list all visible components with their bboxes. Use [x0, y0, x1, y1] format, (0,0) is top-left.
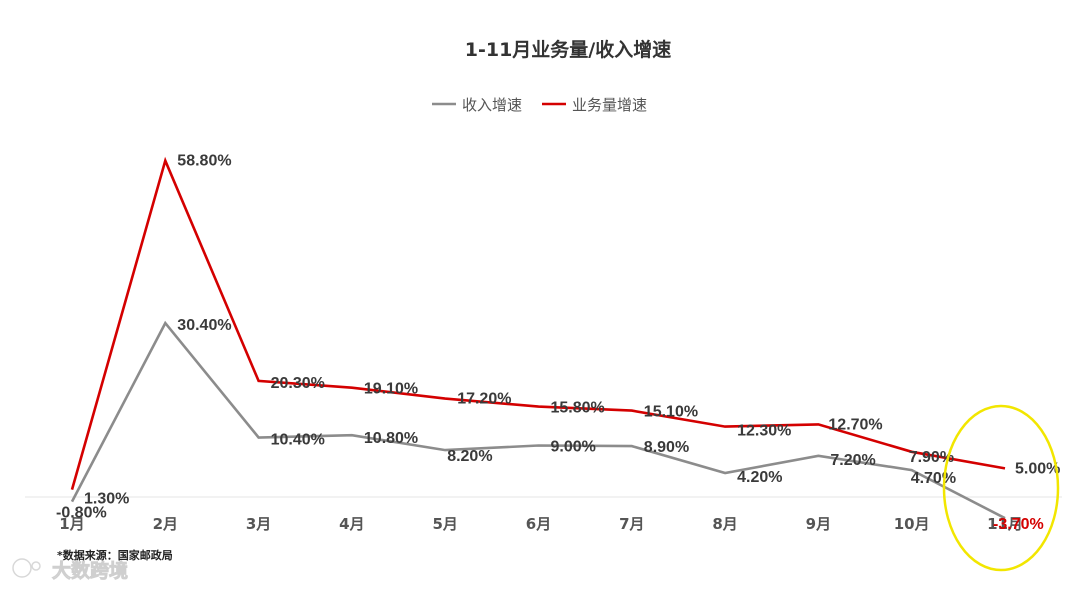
data-label-volume: 7.90%: [909, 449, 954, 466]
x-tick-label: 4月: [339, 515, 364, 533]
x-axis-tick-labels: 1月 2月 3月 4月 5月 6月 7月 8月 9月 10月 11月: [59, 515, 1023, 533]
data-label-volume: 1.30%: [84, 491, 129, 508]
data-label-revenue: 30.40%: [177, 317, 231, 334]
data-label-volume: 5.00%: [1015, 460, 1060, 477]
data-label-volume: 17.20%: [457, 391, 511, 408]
series-line-volume: [70, 156, 1006, 490]
data-label-volume: 12.30%: [737, 423, 791, 440]
data-label-revenue: -0.80%: [56, 505, 107, 522]
data-label-volume: 19.10%: [364, 381, 418, 398]
watermark-logo-icon: [12, 558, 32, 578]
x-tick-label: 2月: [153, 515, 178, 533]
x-tick-label: 6月: [526, 515, 551, 533]
data-label-revenue: 4.70%: [911, 470, 956, 487]
x-tick-label: 1月: [59, 515, 84, 533]
x-tick-label: 8月: [712, 515, 737, 533]
x-tick-label: 3月: [246, 515, 271, 533]
source-note: *数据来源：国家邮政局: [57, 548, 173, 562]
data-label-volume: 15.10%: [644, 404, 698, 421]
data-label-volume: 15.80%: [551, 400, 605, 417]
x-tick-label: 10月: [894, 515, 930, 533]
series-line-revenue: [70, 320, 1006, 520]
data-label-volume: 20.30%: [271, 375, 325, 392]
data-label-volume: 58.80%: [177, 153, 231, 170]
x-tick-label: 11月: [987, 515, 1023, 533]
legend-label-revenue: 收入增速: [462, 96, 522, 114]
x-tick-label: 7月: [619, 515, 644, 533]
watermark: 大数跨境: [12, 558, 128, 582]
data-label-revenue: 7.20%: [830, 452, 875, 469]
data-label-revenue: 8.90%: [644, 439, 689, 456]
highlight-ellipse: [942, 404, 1060, 572]
data-label-volume: 12.70%: [828, 416, 882, 433]
x-tick-label: 5月: [432, 515, 457, 533]
data-label-revenue: 9.00%: [551, 439, 596, 456]
chart-title: 1-11月业务量/收入增速: [465, 38, 672, 61]
x-tick-label: 9月: [806, 515, 831, 533]
watermark-text: 大数跨境: [52, 559, 128, 582]
data-label-revenue: 4.20%: [737, 469, 782, 486]
legend: 收入增速 业务量增速: [432, 96, 647, 114]
series-layer: [70, 156, 1006, 520]
legend-label-volume: 业务量增速: [572, 96, 647, 114]
data-label-layer: -0.80% 30.40% 10.40% 10.80% 8.20% 9.00% 8.90% 4…: [56, 153, 1060, 534]
data-label-revenue: 10.40%: [271, 432, 325, 449]
data-label-revenue: -3.70%: [993, 516, 1044, 533]
watermark-logo-dot-icon: [31, 561, 41, 571]
data-label-revenue: 8.20%: [447, 448, 492, 465]
data-label-revenue: 10.80%: [364, 430, 418, 447]
